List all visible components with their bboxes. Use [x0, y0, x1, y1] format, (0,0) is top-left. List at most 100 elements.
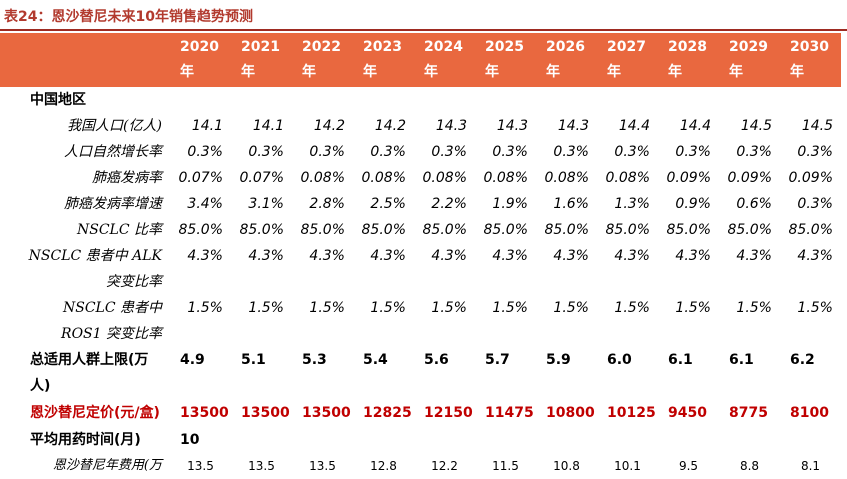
- value-cell: 14.1: [252, 118, 284, 134]
- value-cell: 85.0%: [605, 222, 650, 238]
- table-row: 平均用药时间(月) 10: [0, 427, 841, 453]
- cell-text: 恩沙替尼年费用(万: [52, 458, 162, 473]
- value-cell: 2.5%: [370, 196, 406, 212]
- header-cell: 2030 年: [780, 33, 841, 87]
- value-cell: [414, 427, 475, 453]
- value-cell: [292, 427, 353, 453]
- cell-text: 总适用人群上限(万: [30, 352, 149, 368]
- cell-text: 我国人口(亿人): [67, 118, 162, 134]
- value-cell: 1.3%: [614, 196, 650, 212]
- row-label: 总适用人群上限(万 人): [0, 347, 170, 399]
- value-cell: 0.08%: [300, 170, 345, 186]
- value-cell: 10.1: [614, 459, 641, 473]
- value-cell: [597, 427, 658, 453]
- cell-text: 2023: [363, 39, 402, 55]
- row-label: 肺癌发病率增速: [0, 191, 170, 217]
- cell-text: 2021: [241, 39, 280, 55]
- value-cell: [536, 427, 597, 453]
- cell-text: 恩沙替尼定价(元/盒): [30, 405, 160, 421]
- value-cell: 0.9%: [675, 196, 711, 212]
- table-row: 肺癌发病率 0.07% 0.07% 0.08% 0.08% 0.08% 0.08% 0.08%…: [0, 165, 841, 191]
- cell-text: 2020: [180, 39, 219, 55]
- header-row: 2020 年 2021 年 2022 年 2023 年 2024 年 2025 年 2026 年 2027 年…: [0, 33, 841, 87]
- value-cell: [231, 87, 292, 113]
- value-cell: 1.6%: [553, 196, 589, 212]
- value-cell: 5.4: [363, 352, 388, 368]
- value-cell: 10800: [546, 405, 595, 421]
- value-cell: [170, 87, 231, 113]
- value-cell: 14.3: [496, 118, 528, 134]
- value-cell: 0.3%: [492, 144, 528, 160]
- value-cell: [414, 87, 475, 113]
- value-cell: 85.0%: [727, 222, 772, 238]
- value-cell: 85.0%: [300, 222, 345, 238]
- cell-text: 年: [363, 64, 377, 80]
- value-cell: 14.5: [801, 118, 833, 134]
- value-cell: 8.8: [739, 459, 760, 473]
- value-cell: [292, 87, 353, 113]
- value-cell: 12.8: [370, 459, 397, 473]
- cell-text: 肺癌发病率: [92, 170, 162, 186]
- row-label: 我国人口(亿人): [0, 113, 170, 139]
- header-cell: [0, 33, 170, 87]
- value-cell: [658, 87, 719, 113]
- cell-text: NSCLC 比率: [76, 222, 162, 238]
- cell-text: 年: [790, 64, 804, 80]
- value-cell: 85.0%: [239, 222, 284, 238]
- value-cell: 4.3%: [187, 248, 223, 264]
- value-cell: 0.07%: [178, 170, 223, 186]
- table-row: 恩沙替尼年费用(万 13.5 13.5 13.5 12.8 12.2 11.5 10.8 10.…: [0, 453, 841, 479]
- value-cell: [658, 427, 719, 453]
- table-row: 恩沙替尼定价(元/盒) 13500 13500 13500 12825 12150 1147…: [0, 399, 841, 427]
- value-cell: 14.4: [618, 118, 650, 134]
- value-cell: 4.3%: [492, 248, 528, 264]
- value-cell: 85.0%: [483, 222, 528, 238]
- value-cell: 4.3%: [675, 248, 711, 264]
- table-row: 总适用人群上限(万 人) 4.9 5.1 5.3 5.4 5.6 5.7 5.9 6.0 6.1 6.…: [0, 347, 841, 399]
- value-cell: [719, 87, 780, 113]
- value-cell: 10125: [607, 405, 656, 421]
- value-cell: 85.0%: [544, 222, 589, 238]
- header-cell: 2021 年: [231, 33, 292, 87]
- value-cell: 0.3%: [370, 144, 406, 160]
- value-cell: 5.7: [485, 352, 510, 368]
- value-cell: 1.5%: [431, 300, 467, 316]
- value-cell: 0.6%: [736, 196, 772, 212]
- cell-text: 平均用药时间(月): [30, 432, 141, 448]
- value-cell: 5.3: [302, 352, 327, 368]
- table-row: NSCLC 比率 85.0% 85.0% 85.0% 85.0% 85.0% 85.0% 85…: [0, 217, 841, 243]
- value-cell: 13.5: [187, 459, 214, 473]
- cell-text: 年: [485, 64, 499, 80]
- value-cell: 12825: [363, 405, 412, 421]
- row-label: NSCLC 患者中 ROS1 突变比率: [0, 295, 170, 347]
- value-cell: 13.5: [248, 459, 275, 473]
- row-label: NSCLC 比率: [0, 217, 170, 243]
- cell-text: 2030: [790, 39, 829, 55]
- value-cell: 4.3%: [553, 248, 589, 264]
- cell-text: 年: [424, 64, 438, 80]
- value-cell: 13.5: [309, 459, 336, 473]
- value-cell: 1.5%: [309, 300, 345, 316]
- table-row: 肺癌发病率增速 3.4% 3.1% 2.8% 2.5% 2.2% 1.9% 1.6% 1.3% 0…: [0, 191, 841, 217]
- cell-text: 年: [241, 64, 255, 80]
- value-cell: 13500: [241, 405, 290, 421]
- value-cell: 85.0%: [178, 222, 223, 238]
- value-cell: 4.3%: [248, 248, 284, 264]
- value-cell: 85.0%: [422, 222, 467, 238]
- cell-text: NSCLC 患者中 ALK: [28, 248, 162, 264]
- value-cell: 5.1: [241, 352, 266, 368]
- value-cell: 1.5%: [187, 300, 223, 316]
- cell-text: 年: [668, 64, 682, 80]
- value-cell: 0.3%: [675, 144, 711, 160]
- cell-text: 年: [180, 64, 194, 80]
- table-row: 我国人口(亿人) 14.1 14.1 14.2 14.2 14.3 14.3 14.3 14.4…: [0, 113, 841, 139]
- value-cell: 13500: [302, 405, 351, 421]
- value-cell: [475, 427, 536, 453]
- value-cell: 0.09%: [727, 170, 772, 186]
- value-cell: [780, 427, 841, 453]
- value-cell: 2.8%: [309, 196, 345, 212]
- table-row: 人口自然增长率 0.3% 0.3% 0.3% 0.3% 0.3% 0.3% 0.3% 0.3% 0…: [0, 139, 841, 165]
- value-cell: 4.3%: [797, 248, 833, 264]
- value-cell: 4.3%: [431, 248, 467, 264]
